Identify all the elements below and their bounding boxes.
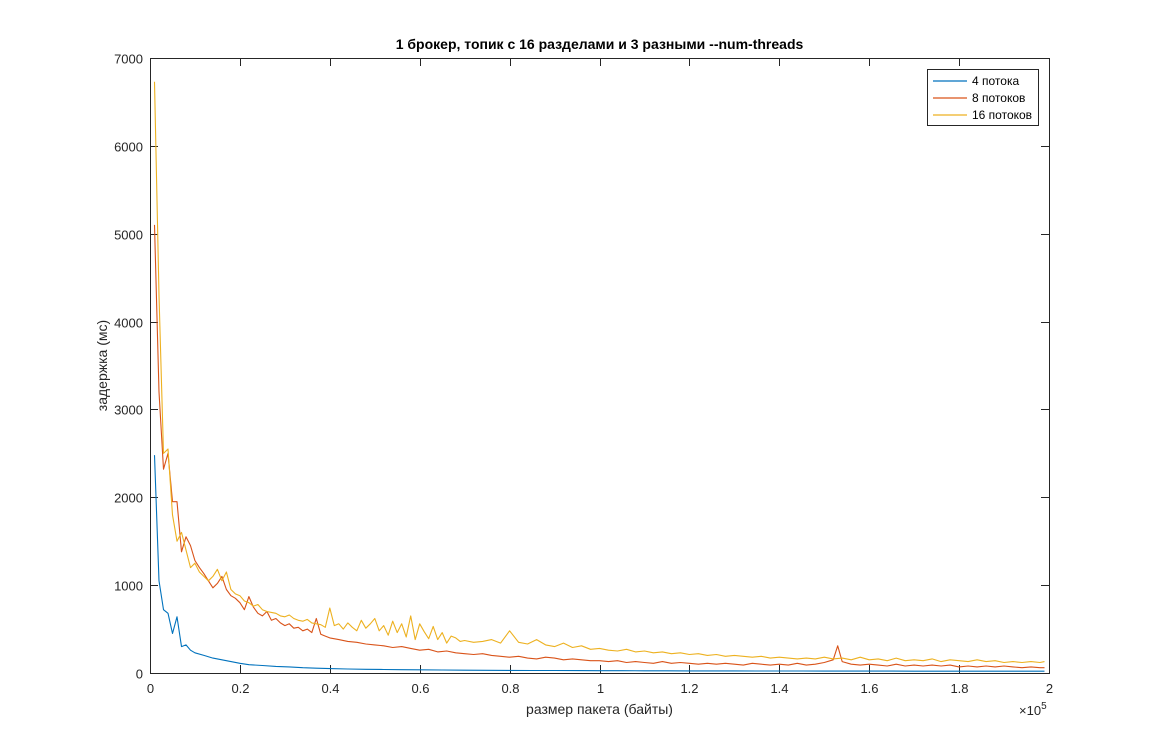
legend-entry-label: 4 потока xyxy=(972,74,1019,88)
x-tick-label: 1.4 xyxy=(770,681,788,696)
y-tick-label: 1000 xyxy=(114,579,143,594)
legend: 4 потока 8 потоков 16 потоков xyxy=(927,69,1039,126)
x-tick-label: 1.2 xyxy=(680,681,698,696)
y-tick-label: 0 xyxy=(136,667,143,682)
x-tick-label: 1 xyxy=(597,681,604,696)
x-tick-label: 0.4 xyxy=(321,681,339,696)
legend-entry-label: 8 потоков xyxy=(972,91,1025,105)
x-axis-label: размер пакета (байты) xyxy=(526,701,673,717)
y-tick-label: 7000 xyxy=(114,52,143,67)
chart-title: 1 брокер, топик с 16 разделами и 3 разны… xyxy=(396,36,804,52)
series-layer xyxy=(153,81,1045,672)
x-axis-exponent-base: ×10 xyxy=(1019,703,1041,718)
series-line-1 xyxy=(153,455,1045,672)
x-axis-exponent-power: 5 xyxy=(1041,701,1047,712)
x-tick-label: 0.8 xyxy=(501,681,519,696)
y-axis-ticks: 0 1000 2000 3000 4000 5000 6000 7000 xyxy=(114,52,1049,682)
x-tick-label: 1.8 xyxy=(950,681,968,696)
y-axis-label: задержка (мс) xyxy=(94,320,110,411)
x-axis-exponent: ×105 xyxy=(1019,701,1047,718)
x-tick-label: 0.6 xyxy=(411,681,429,696)
x-tick-label: 2 xyxy=(1046,681,1053,696)
series-line-3 xyxy=(153,81,1045,664)
x-tick-label: 0.2 xyxy=(231,681,249,696)
y-tick-label: 5000 xyxy=(114,228,143,243)
y-tick-label: 2000 xyxy=(114,491,143,506)
x-axis-ticks: 0 0.2 0.4 0.6 0.8 1 1.2 1.4 1.6 1.8 2 xyxy=(147,58,1053,696)
plot-area xyxy=(150,58,1049,673)
x-tick-label: 1.6 xyxy=(860,681,878,696)
y-tick-label: 4000 xyxy=(114,316,143,331)
y-tick-label: 3000 xyxy=(114,403,143,418)
series-line-2 xyxy=(153,224,1045,669)
legend-entry-label: 16 потоков xyxy=(972,108,1032,122)
axes-box xyxy=(150,58,1050,674)
x-tick-label: 0 xyxy=(147,681,154,696)
y-tick-label: 6000 xyxy=(114,140,143,155)
